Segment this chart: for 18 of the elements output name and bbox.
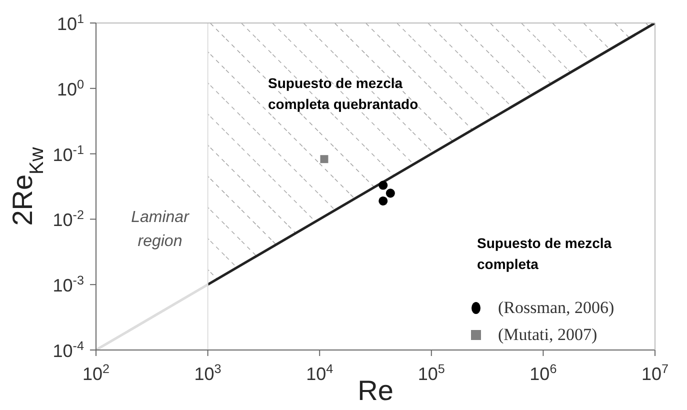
legend-label: (Mutati, 2007) — [498, 324, 598, 346]
x-tick-label: 10$^{6}$ — [530, 362, 557, 384]
x-axis-title: Re — [358, 375, 394, 406]
y-tick-label: 10$^{1}$ — [56, 12, 84, 34]
y-tick-label: 10$^{0}$ — [56, 77, 84, 100]
annotation: Laminar region — [131, 209, 190, 250]
x-tick-label: 10$^{5}$ — [418, 362, 445, 384]
x-tick-label: 10$^{7}$ — [641, 362, 669, 384]
x-tick-label: 10$^{2}$ — [82, 362, 110, 384]
annotation: Supuesto de mezcla completa — [477, 235, 612, 272]
legend-label: (Rossman, 2006) — [498, 297, 614, 319]
y-tick-label: 10$^{-3}$ — [52, 274, 84, 296]
y-tick-label: 10$^{-1}$ — [52, 142, 84, 165]
y-tick-label: 10$^{-2}$ — [52, 208, 84, 230]
x-tick-label: 10$^{4}$ — [306, 362, 334, 384]
y-tick-label: 10$^{-4}$ — [52, 339, 84, 361]
x-tick-label: 10$^{3}$ — [194, 362, 222, 384]
annotation: Supuesto de mezcla completa quebrantado — [268, 75, 418, 112]
